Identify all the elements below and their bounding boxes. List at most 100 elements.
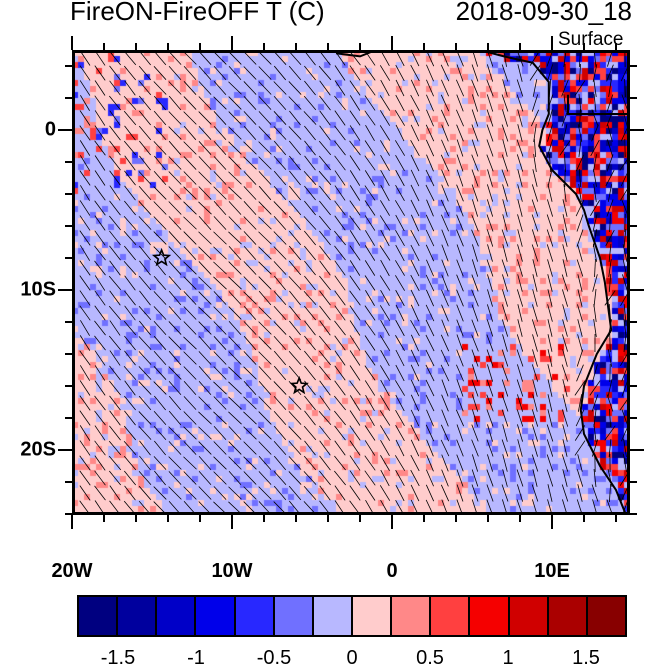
wind-barb: [456, 365, 463, 382]
wind-barb: [214, 97, 227, 110]
wind-barb: [548, 274, 552, 291]
wind-barb: [442, 185, 449, 202]
wind-barb: [304, 486, 316, 500]
wind-barb: [457, 185, 464, 202]
wind-barb: [184, 202, 197, 215]
wind-barb: [259, 262, 272, 275]
wind-barb: [365, 380, 375, 395]
wind-barb: [124, 441, 136, 455]
wind-barb: [441, 215, 448, 231]
wind-barb: [472, 364, 477, 381]
wind-barb: [169, 337, 182, 350]
wind-barb: [199, 336, 211, 349]
wind-barb: [487, 64, 492, 81]
wind-barb: [199, 471, 211, 484]
wind-barb: [244, 66, 256, 79]
wind-barb: [472, 215, 479, 232]
wind-barb: [244, 217, 256, 230]
wind-barb: [350, 156, 360, 171]
wind-barb: [320, 441, 331, 455]
wind-barb: [563, 259, 567, 277]
wind-barb: [304, 126, 315, 140]
wind-barb: [95, 441, 106, 455]
wind-barb: [350, 456, 360, 471]
wind-barb: [274, 441, 286, 455]
wind-barb: [244, 351, 256, 364]
wind-barb: [80, 365, 89, 380]
wind-barb: [274, 486, 286, 500]
wind-barb: [304, 51, 315, 65]
plot-title: FireON-FireOFF T (C): [70, 0, 325, 27]
wind-barb: [139, 246, 150, 260]
wind-barb: [426, 125, 434, 141]
wind-barb: [442, 260, 449, 277]
colorbar: [77, 595, 627, 637]
wind-barb: [184, 171, 196, 184]
wind-barb: [532, 214, 538, 231]
wind-barb: [259, 232, 272, 245]
wind-barb: [274, 231, 286, 244]
wind-barb: [365, 321, 375, 336]
wind-barb: [335, 291, 346, 305]
wind-barb: [502, 439, 508, 456]
wind-barb: [594, 94, 596, 112]
wind-barb: [578, 484, 582, 501]
wind-barb: [396, 350, 404, 366]
wind-barb: [139, 231, 150, 245]
wind-barb: [487, 229, 493, 246]
wind-barb: [456, 80, 463, 96]
wind-barb: [80, 231, 90, 246]
wind-barb: [274, 51, 286, 64]
wind-barb: [532, 349, 537, 366]
wind-barb: [259, 217, 272, 230]
wind-barb: [244, 246, 256, 260]
wind-barb: [199, 442, 212, 455]
wind-barb: [289, 396, 301, 409]
wind-barb: [623, 259, 627, 277]
wind-barb: [579, 169, 580, 187]
wind-barb: [244, 292, 257, 305]
wind-barb: [426, 215, 434, 231]
wind-barb: [154, 336, 166, 350]
wind-barb: [517, 94, 523, 111]
wind-barb: [244, 397, 257, 410]
wind-barb: [334, 141, 345, 155]
wind-barb: [622, 274, 627, 291]
wind-barb: [154, 382, 167, 395]
wind-barb: [95, 186, 106, 201]
wind-barb: [426, 395, 434, 411]
wind-barb: [154, 351, 166, 365]
wind-barb: [578, 319, 582, 336]
wind-barb: [487, 319, 493, 336]
wind-barb: [80, 320, 89, 335]
wind-barb: [381, 260, 390, 276]
wind-barb: [124, 396, 135, 410]
wind-barb: [199, 366, 211, 380]
wind-barb: [274, 216, 286, 230]
wind-barb: [532, 229, 537, 246]
wind-barb: [184, 337, 197, 349]
wind-barb: [184, 262, 197, 275]
wind-barb: [502, 259, 508, 276]
wind-barb: [228, 397, 241, 409]
wind-barb: [214, 486, 226, 499]
colorbar-swatch: [549, 597, 588, 635]
wind-barb: [214, 201, 226, 215]
wind-barb: [518, 244, 523, 261]
wind-barb: [548, 259, 553, 276]
wind-barb: [427, 455, 434, 472]
wind-barb: [575, 441, 585, 456]
wind-barb: [517, 154, 522, 171]
wind-barb: [80, 216, 90, 231]
wind-barb: [365, 410, 374, 426]
wind-barb: [274, 456, 286, 470]
wind-barb: [304, 66, 315, 80]
wind-barb: [381, 230, 390, 246]
wind-barb: [199, 232, 212, 245]
wind-barb: [214, 187, 227, 200]
wind-barb: [607, 394, 613, 411]
wind-barb: [229, 352, 241, 365]
wind-barb: [411, 215, 418, 231]
wind-barb: [396, 485, 404, 501]
wind-barb: [381, 185, 390, 201]
